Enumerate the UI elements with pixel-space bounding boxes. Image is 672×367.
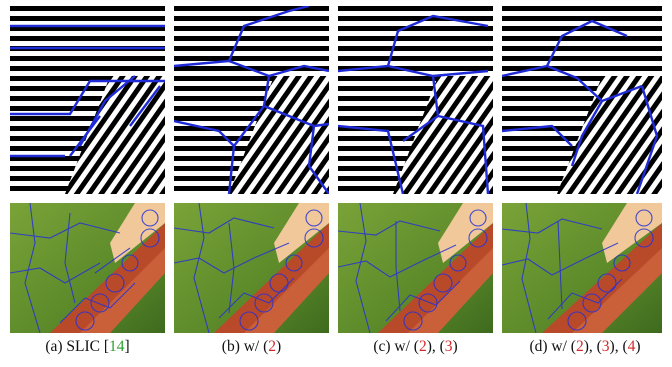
- photo-image-b: [174, 203, 329, 333]
- equation-ref[interactable]: 3: [601, 338, 610, 355]
- caption-a-text: (a) SLIC [: [45, 338, 110, 355]
- caption-b-text: (b) w/ (: [221, 338, 269, 355]
- photo-image-c: [338, 203, 493, 333]
- caption-b: (b) w/ (2): [174, 336, 329, 358]
- caption-b-suffix: ): [276, 338, 282, 355]
- caption-sep: ), (: [583, 338, 602, 355]
- equation-ref[interactable]: 2: [418, 338, 427, 355]
- caption-d: (d) w/ (2), (3), (4): [500, 336, 670, 358]
- caption-c-suffix: ): [452, 338, 458, 355]
- stripe-image-b: [174, 6, 329, 194]
- equation-ref[interactable]: 3: [444, 338, 453, 355]
- photo-image-a: [10, 203, 165, 333]
- citation-ref[interactable]: 14: [109, 338, 125, 355]
- stripe-image-d: [502, 6, 662, 194]
- stripe-image-a: [10, 6, 165, 194]
- caption-d-suffix: ): [635, 338, 641, 355]
- caption-d-text: (d) w/ (: [529, 338, 576, 355]
- caption-a-suffix: ]: [124, 338, 130, 355]
- caption-a: (a) SLIC [14]: [10, 336, 165, 358]
- photo-image-d: [502, 203, 662, 333]
- equation-ref[interactable]: 4: [627, 338, 636, 355]
- caption-c: (c) w/ (2), (3): [338, 336, 493, 358]
- equation-ref[interactable]: 2: [268, 338, 277, 355]
- caption-sep: ), (: [426, 338, 445, 355]
- caption-c-text: (c) w/ (: [373, 338, 419, 355]
- caption-sep: ), (: [609, 338, 628, 355]
- equation-ref[interactable]: 2: [575, 338, 584, 355]
- stripe-image-c: [338, 6, 493, 194]
